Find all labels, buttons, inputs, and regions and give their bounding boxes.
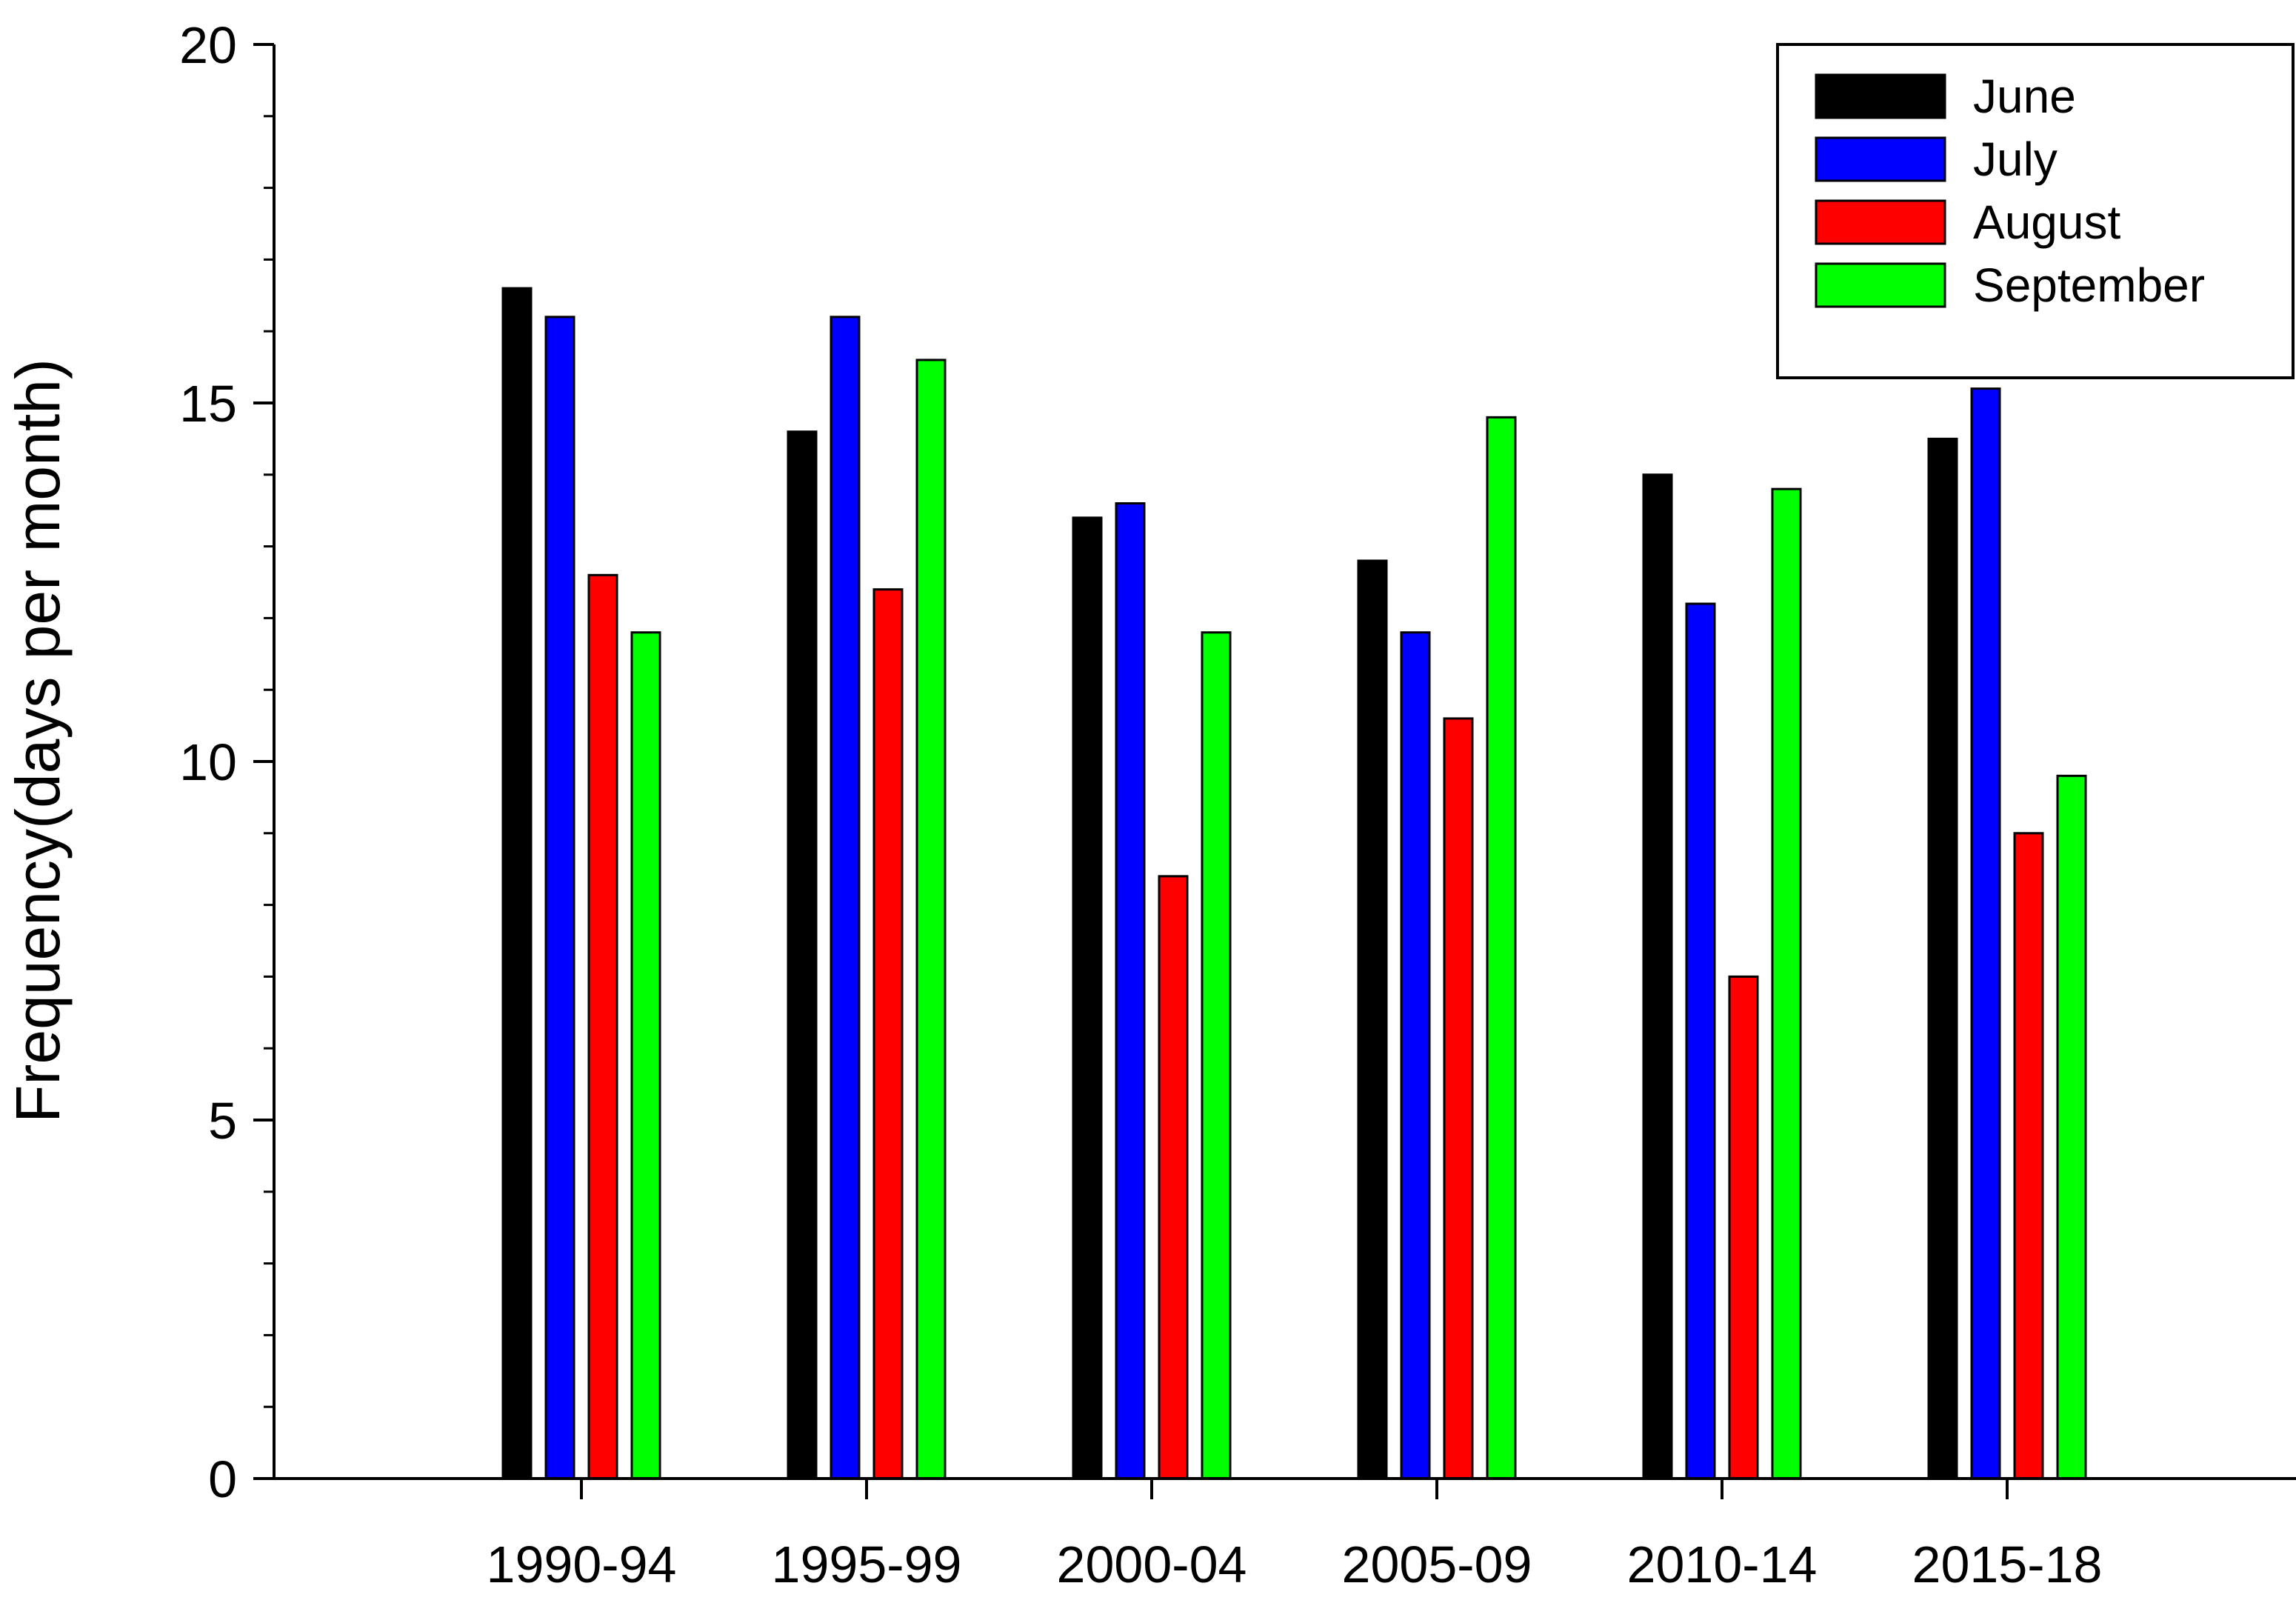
bar-september-2010-14 — [1771, 487, 1802, 1480]
bar-august-2005-09 — [1443, 717, 1474, 1480]
bar-july-2005-09 — [1400, 631, 1431, 1480]
bar-september-2000-04 — [1201, 631, 1232, 1480]
bar-september-1995-99 — [915, 359, 947, 1480]
legend-swatch-july — [1815, 136, 1946, 182]
bar-june-1990-94 — [501, 287, 533, 1480]
y-axis-label: Frequency(days per month) — [3, 359, 73, 1123]
bar-july-1995-99 — [830, 316, 861, 1480]
legend-label-august: August — [1973, 196, 2120, 249]
x-tick-label: 2010-14 — [1627, 1536, 1818, 1593]
bar-july-2000-04 — [1115, 502, 1146, 1480]
x-tick-label: 1995-99 — [772, 1536, 962, 1593]
bar-august-2010-14 — [1728, 975, 1759, 1480]
bar-september-2015-18 — [2056, 774, 2087, 1480]
x-tick-label: 2005-09 — [1342, 1536, 1532, 1593]
legend-label-june: June — [1973, 70, 2076, 123]
bar-june-2005-09 — [1357, 559, 1388, 1480]
x-tick-label: 1990-94 — [487, 1536, 677, 1593]
y-tick-label: 5 — [208, 1092, 237, 1150]
bar-july-2010-14 — [1685, 602, 1716, 1480]
bar-june-2010-14 — [1642, 473, 1673, 1480]
y-tick-label: 15 — [179, 375, 237, 433]
ticks-group: 0 5 10 15 20 1990-94 1995-99 2000-04 2005-09 2010… — [179, 16, 2102, 1593]
bar-july-2015-18 — [1970, 387, 2001, 1480]
bar-august-2000-04 — [1158, 875, 1189, 1480]
bar-september-1990-94 — [630, 631, 661, 1480]
legend-label-september: September — [1973, 259, 2205, 312]
legend-label-july: July — [1973, 133, 2058, 186]
bar-september-2005-09 — [1486, 416, 1517, 1480]
x-tick-label: 2015-18 — [1912, 1536, 2103, 1593]
bars-group — [501, 287, 2087, 1480]
bar-august-2015-18 — [2013, 832, 2044, 1480]
bar-july-1990-94 — [544, 316, 575, 1480]
legend: June July August September — [1776, 43, 2295, 379]
legend-swatch-september — [1815, 262, 1946, 308]
x-tick-label: 2000-04 — [1057, 1536, 1247, 1593]
bar-june-1995-99 — [787, 430, 818, 1480]
bar-august-1995-99 — [872, 588, 904, 1480]
bar-june-2015-18 — [1927, 437, 1958, 1480]
legend-swatch-august — [1815, 199, 1946, 245]
bar-august-1990-94 — [587, 573, 618, 1480]
y-tick-label: 10 — [179, 733, 237, 791]
bar-june-2000-04 — [1072, 516, 1103, 1480]
y-tick-label: 20 — [179, 16, 237, 74]
legend-swatch-june — [1815, 73, 1946, 119]
y-tick-label: 0 — [208, 1450, 237, 1508]
